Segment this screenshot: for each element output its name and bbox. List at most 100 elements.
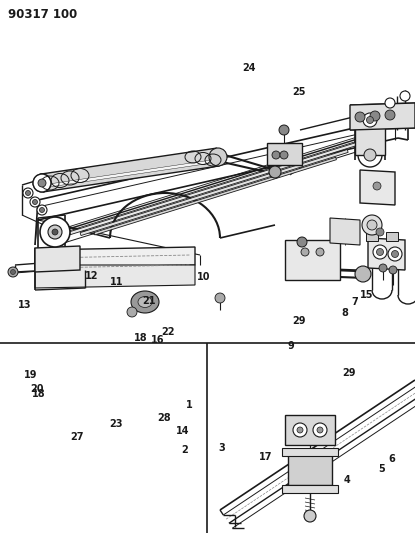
Text: 11: 11 [110, 278, 123, 287]
Circle shape [376, 228, 384, 236]
Bar [282, 448, 338, 456]
Polygon shape [94, 157, 337, 235]
Polygon shape [35, 247, 195, 268]
Text: 19: 19 [24, 370, 38, 379]
Bar [288, 453, 332, 485]
Circle shape [364, 149, 376, 161]
Text: 10: 10 [197, 272, 210, 282]
Text: 28: 28 [157, 414, 171, 423]
Circle shape [30, 197, 40, 207]
Circle shape [127, 307, 137, 317]
Text: 29: 29 [342, 368, 355, 378]
Text: 15: 15 [360, 290, 374, 300]
Circle shape [301, 248, 309, 256]
Circle shape [362, 215, 382, 235]
Circle shape [391, 251, 398, 257]
Text: 90317 100: 90317 100 [8, 8, 77, 21]
Circle shape [355, 266, 371, 282]
Circle shape [388, 247, 402, 261]
Polygon shape [368, 238, 405, 270]
Circle shape [313, 423, 327, 437]
Circle shape [279, 125, 289, 135]
Circle shape [37, 205, 47, 215]
Circle shape [8, 267, 18, 277]
Text: 5: 5 [378, 464, 385, 474]
Circle shape [52, 229, 58, 235]
Bar [267, 143, 302, 165]
Text: 23: 23 [110, 419, 123, 429]
Circle shape [389, 266, 397, 274]
Text: 8: 8 [342, 308, 349, 318]
Circle shape [48, 225, 62, 239]
Circle shape [358, 143, 382, 167]
Circle shape [280, 151, 288, 159]
Circle shape [304, 510, 316, 522]
Circle shape [385, 98, 395, 108]
Circle shape [25, 190, 30, 196]
Polygon shape [80, 150, 348, 236]
Circle shape [373, 182, 381, 190]
Ellipse shape [131, 291, 159, 313]
Circle shape [293, 423, 307, 437]
Text: 18: 18 [32, 390, 45, 399]
Polygon shape [42, 159, 219, 188]
Circle shape [379, 264, 387, 272]
Circle shape [370, 111, 380, 121]
Circle shape [400, 91, 410, 101]
Text: 1: 1 [186, 400, 192, 410]
Ellipse shape [209, 148, 227, 166]
Circle shape [376, 248, 383, 255]
Ellipse shape [138, 296, 152, 308]
Polygon shape [35, 265, 195, 288]
Circle shape [272, 151, 280, 159]
Text: 17: 17 [259, 453, 272, 462]
Bar [386, 232, 398, 241]
Circle shape [297, 427, 303, 433]
Text: 29: 29 [292, 317, 305, 326]
Polygon shape [330, 218, 360, 245]
Bar [366, 232, 378, 241]
Circle shape [269, 166, 281, 178]
Text: 9: 9 [287, 342, 294, 351]
Circle shape [366, 117, 374, 124]
Text: 13: 13 [18, 301, 32, 310]
Text: 25: 25 [292, 87, 305, 96]
Circle shape [297, 237, 307, 247]
Circle shape [355, 112, 365, 122]
Circle shape [23, 188, 33, 198]
Ellipse shape [33, 174, 51, 192]
Circle shape [373, 245, 387, 259]
Text: 24: 24 [242, 63, 256, 73]
Bar [285, 415, 335, 445]
Circle shape [367, 220, 377, 230]
Polygon shape [355, 115, 385, 155]
Text: 3: 3 [219, 443, 225, 453]
Text: 20: 20 [31, 384, 44, 394]
Polygon shape [350, 103, 415, 130]
Text: 21: 21 [143, 296, 156, 306]
Text: 16: 16 [151, 335, 164, 345]
Bar [285, 240, 340, 280]
Circle shape [38, 179, 46, 187]
Text: 6: 6 [389, 455, 395, 464]
Circle shape [363, 113, 377, 127]
Text: 27: 27 [70, 432, 83, 442]
Circle shape [40, 217, 70, 247]
Polygon shape [41, 148, 219, 192]
Circle shape [385, 110, 395, 120]
Polygon shape [35, 246, 80, 272]
Text: 18: 18 [134, 333, 148, 343]
Polygon shape [360, 170, 395, 205]
Polygon shape [69, 143, 356, 235]
Circle shape [317, 427, 323, 433]
Text: 14: 14 [176, 426, 189, 435]
Text: 12: 12 [85, 271, 98, 281]
Bar [282, 485, 338, 493]
Circle shape [316, 248, 324, 256]
Polygon shape [52, 133, 371, 236]
Circle shape [215, 293, 225, 303]
Circle shape [10, 270, 15, 274]
Circle shape [33, 174, 51, 192]
Circle shape [39, 207, 44, 213]
Text: 22: 22 [161, 327, 175, 336]
